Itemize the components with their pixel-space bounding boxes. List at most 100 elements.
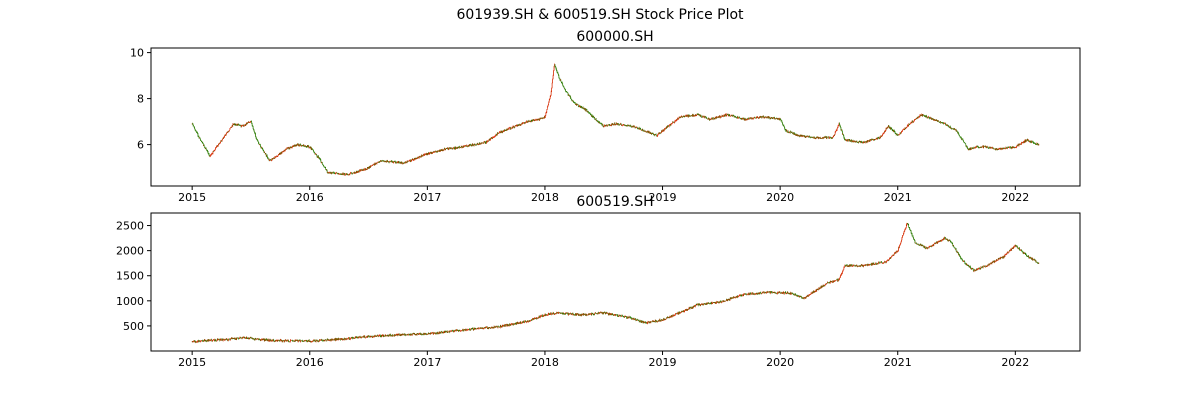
candle-body [336,172,338,174]
candle-body [768,117,770,118]
candle-body [524,122,525,124]
candle-body [445,148,447,150]
candle-body [337,338,339,340]
candle-body [365,168,367,170]
candle-body [432,152,433,154]
y-tick-label: 6 [137,139,144,152]
candle-body [198,340,200,342]
candle-body [478,327,479,329]
candle-body [536,119,537,120]
candle-body [324,340,325,342]
candle-body [340,338,342,340]
candle-body [716,117,717,119]
candle-body [366,168,368,170]
candle-body [480,327,482,329]
candle-body [303,145,304,146]
candle-body [903,129,905,130]
candle-body [612,123,613,125]
candle-body [284,340,285,342]
candle-body [978,146,979,148]
candle-body [530,120,532,122]
candle-body [605,125,607,127]
candle-body [403,333,405,335]
candle-body [337,339,338,340]
candle-body [211,340,213,342]
candle-body [361,169,362,171]
candle-body [924,115,925,117]
candle-body [970,147,971,150]
candle-body [305,340,307,341]
candle-body [298,144,299,146]
candle-body [557,71,558,73]
candle-body [410,160,411,162]
candle-body [512,127,513,129]
candle-body [790,132,792,133]
candle-body [318,157,320,159]
candle-body [524,123,526,124]
candle-body [310,341,311,342]
candle-body [339,173,340,175]
candle-body [976,146,977,148]
candle-body [706,118,708,119]
candle-body [541,117,543,119]
candle-body [722,115,723,117]
candle-body [416,333,418,336]
candle-body [208,153,209,155]
candle-body [468,145,469,147]
candle-body [467,145,469,147]
candle-body [372,164,374,165]
candle-body [486,141,488,142]
candle-body [419,156,420,158]
candle-body [846,139,848,141]
candle-body [266,339,267,341]
candle-body [592,115,593,117]
candle-body [351,337,353,339]
candle-body [203,340,205,341]
candle-body [1006,147,1007,149]
candle-body [519,323,520,324]
candle-body [774,118,776,120]
candle-body [997,148,998,150]
candle-body [193,125,194,127]
candle-body [255,338,257,340]
candle-body [510,324,512,326]
candle-body [854,140,855,142]
candle-body [493,136,495,138]
candle-body [684,115,686,117]
candle-body [506,324,507,326]
candle-body [431,332,433,334]
candle-body [1033,141,1034,144]
candle-body [969,149,970,150]
candle-body [240,337,241,339]
candle-body [422,334,424,335]
candle-body [303,144,305,147]
candle-body [617,123,618,125]
candle-body [196,131,197,133]
candle-body [521,123,523,124]
candle-body [199,340,200,342]
candle-body [504,324,506,326]
candle-body [801,135,803,136]
candle-body [431,332,432,334]
candle-body [419,333,421,334]
candle-body [696,113,698,115]
candle-body [925,116,926,117]
candle-body [266,339,268,341]
candle-body [369,166,370,169]
candle-body [937,120,939,122]
candle-body [325,169,327,170]
candle-body [683,116,685,117]
candle-body [785,129,787,131]
candle-body [215,339,216,341]
candle-body [992,147,994,149]
candle-body [766,116,767,118]
candle-body [256,138,257,139]
candle-body [950,126,951,129]
candle-body [595,118,597,121]
candle-body [371,165,372,167]
candle-body [250,337,251,339]
candle-body [922,114,924,116]
candle-body [650,132,651,134]
candle-body [254,131,255,133]
candle-body [1023,141,1024,143]
